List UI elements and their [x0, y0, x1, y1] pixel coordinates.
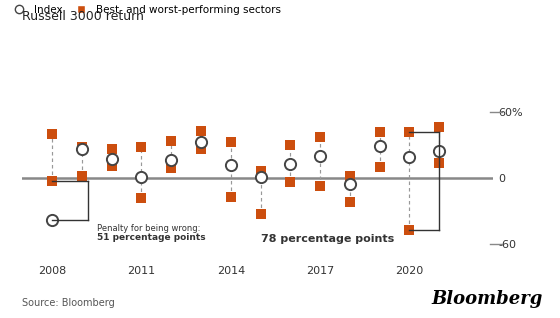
Point	[405, 129, 414, 134]
Legend: Index, Best- and worst-performing sectors: Index, Best- and worst-performing sector…	[9, 5, 281, 15]
Point	[256, 212, 265, 217]
Point	[375, 164, 384, 169]
Point	[77, 145, 86, 150]
Point	[167, 166, 176, 171]
Point	[375, 129, 384, 134]
Point	[256, 169, 265, 174]
Point	[226, 162, 235, 167]
Point	[197, 128, 206, 133]
Text: 51 percentage points: 51 percentage points	[97, 233, 206, 242]
Point	[48, 131, 57, 136]
Text: 78 percentage points: 78 percentage points	[260, 234, 394, 244]
Point	[167, 158, 176, 163]
Point	[137, 145, 146, 150]
Point	[346, 200, 354, 205]
Point	[286, 142, 295, 148]
Point	[316, 154, 325, 159]
Point	[435, 160, 444, 165]
Point	[226, 194, 235, 199]
Point	[226, 139, 235, 144]
Point	[137, 195, 146, 200]
Point	[405, 227, 414, 232]
Point	[107, 163, 116, 169]
Point	[48, 179, 57, 184]
Text: Penalty for being wrong:: Penalty for being wrong:	[97, 225, 200, 233]
Point	[107, 147, 116, 152]
Point	[286, 180, 295, 185]
Point	[107, 157, 116, 162]
Point	[77, 173, 86, 178]
Point	[346, 181, 354, 186]
Point	[316, 183, 325, 188]
Point	[346, 173, 354, 178]
Point	[197, 139, 206, 144]
Point	[435, 125, 444, 130]
Point	[167, 138, 176, 143]
Point	[48, 218, 57, 223]
Point	[286, 161, 295, 166]
Text: Russell 3000 return: Russell 3000 return	[22, 10, 144, 23]
Text: Bloomberg: Bloomberg	[432, 290, 543, 308]
Point	[316, 135, 325, 140]
Point	[197, 147, 206, 152]
Point	[77, 147, 86, 152]
Point	[256, 175, 265, 180]
Text: Source: Bloomberg: Source: Bloomberg	[22, 299, 115, 308]
Point	[137, 175, 146, 180]
Point	[375, 143, 384, 149]
Point	[405, 155, 414, 160]
Point	[435, 148, 444, 153]
